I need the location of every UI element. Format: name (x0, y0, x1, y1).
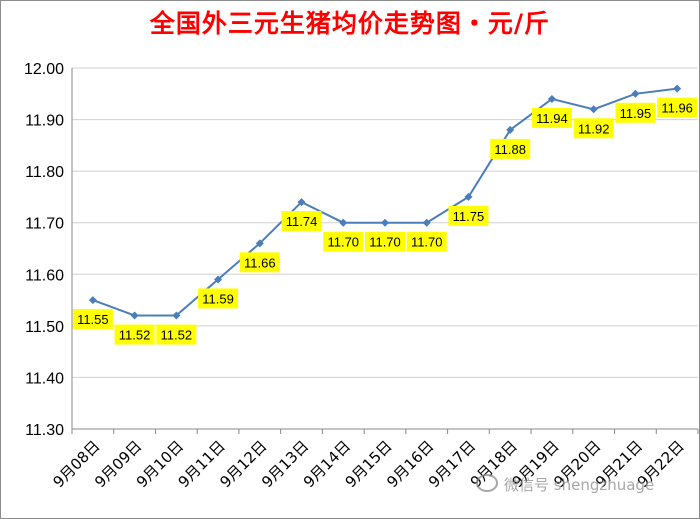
y-tick-label: 11.40 (25, 370, 64, 387)
data-point (631, 89, 640, 98)
data-label-box (114, 324, 155, 345)
data-label-box (448, 205, 489, 226)
data-label-box (323, 231, 364, 252)
data-label-box (156, 324, 197, 345)
data-label: 11.59 (202, 291, 234, 306)
data-label: 11.94 (536, 111, 568, 126)
data-label: 11.95 (620, 106, 652, 121)
data-point (506, 125, 515, 134)
data-label: 11.70 (327, 235, 359, 250)
data-point (589, 105, 598, 114)
watermark-text: 微信号 shengzhuage (504, 476, 655, 494)
data-point (255, 239, 264, 248)
data-label-box (657, 97, 698, 118)
data-label-box (239, 252, 280, 273)
data-label-box (198, 288, 239, 309)
y-tick-label: 11.80 (25, 164, 64, 181)
data-point (547, 94, 556, 103)
data-label: 11.70 (411, 235, 443, 250)
y-tick-label: 11.50 (25, 319, 64, 336)
data-point (130, 311, 139, 320)
data-label: 11.75 (453, 209, 485, 224)
data-point (381, 218, 389, 227)
data-label-box (365, 231, 405, 252)
watermark: 微信号 shengzhuage (476, 474, 654, 495)
data-label: 11.52 (119, 328, 151, 343)
data-point (88, 296, 97, 305)
y-tick-label: 11.90 (25, 113, 64, 130)
data-label-box (281, 211, 322, 232)
data-label: 11.70 (369, 235, 401, 250)
data-point (339, 218, 348, 227)
wechat-icon (476, 474, 498, 492)
y-tick-label: 12.00 (24, 61, 64, 78)
data-label: 11.88 (494, 142, 526, 157)
data-point (422, 218, 431, 227)
chart-title: 全国外三元生猪均价走势图・元/斤 (149, 9, 551, 38)
data-point (673, 84, 682, 93)
data-label: 11.96 (661, 101, 693, 116)
data-label-box (490, 138, 531, 159)
data-label: 11.52 (161, 328, 193, 343)
data-label-box (615, 102, 656, 123)
data-label-box (72, 309, 113, 330)
data-point (464, 192, 473, 201)
data-label: 11.66 (244, 255, 276, 270)
data-label-box (406, 231, 447, 252)
data-label: 11.55 (77, 312, 109, 327)
data-label: 11.92 (578, 121, 610, 136)
data-point (297, 198, 306, 207)
y-tick-label: 11.30 (25, 422, 64, 439)
y-tick-label: 11.70 (25, 216, 64, 233)
data-point (214, 275, 223, 284)
data-label-box (573, 118, 614, 139)
y-tick-label: 11.60 (25, 267, 64, 284)
data-point (172, 311, 181, 320)
data-label: 11.74 (286, 214, 318, 229)
data-label-box (531, 107, 572, 128)
